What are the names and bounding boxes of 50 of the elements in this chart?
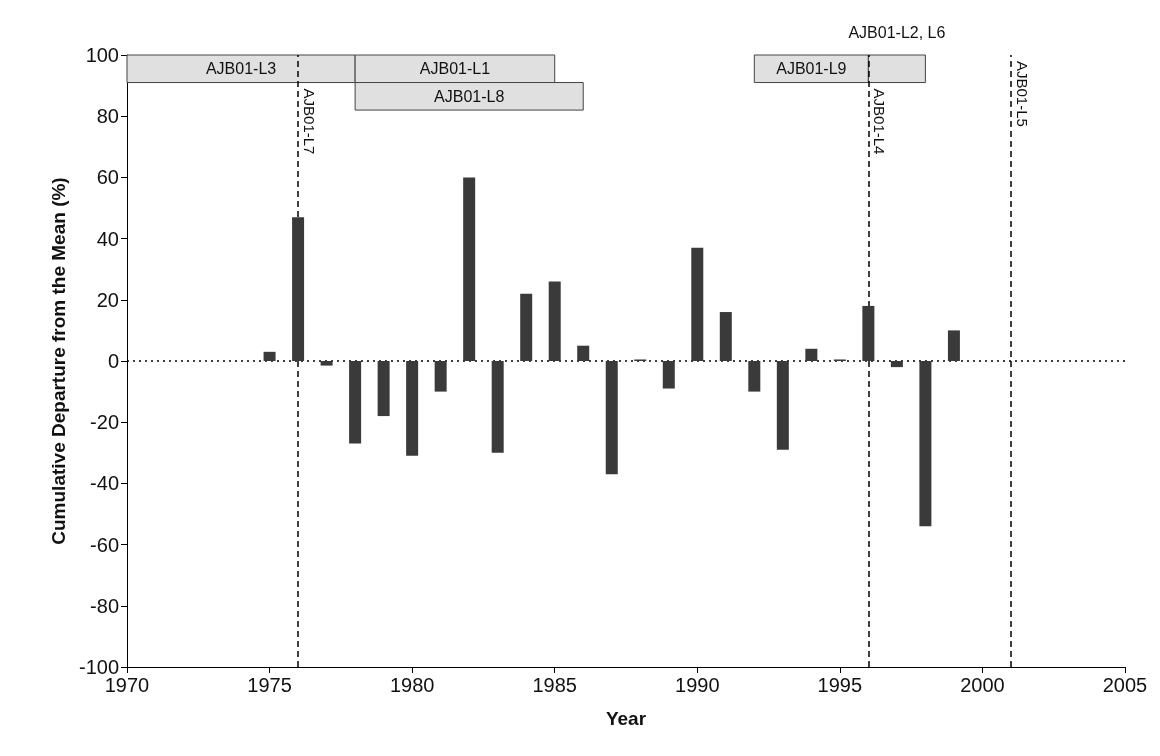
bar bbox=[748, 361, 761, 392]
band-label: AJB01-L1 bbox=[419, 60, 491, 78]
bar bbox=[776, 361, 789, 450]
y-tick-label: -40 bbox=[90, 472, 119, 495]
y-tick-label: 100 bbox=[85, 44, 119, 66]
bar bbox=[719, 312, 732, 361]
y-tick-label: 40 bbox=[96, 227, 119, 250]
y-tick-label: -20 bbox=[90, 411, 119, 434]
x-tick-label: 1980 bbox=[389, 674, 435, 696]
bar bbox=[292, 217, 305, 361]
y-tick-label: 0 bbox=[107, 350, 119, 372]
bar bbox=[434, 361, 447, 392]
y-tick-label: -60 bbox=[90, 533, 119, 556]
y-tick-label: 20 bbox=[96, 288, 119, 311]
band-label: AJB01-L9 bbox=[776, 60, 847, 78]
bar bbox=[349, 361, 362, 444]
x-tick-label: 1990 bbox=[675, 674, 720, 696]
bar bbox=[890, 361, 903, 368]
ref-line-label: AJB01-L5 bbox=[1013, 61, 1031, 127]
band-label: AJB01-L2, L6 bbox=[848, 24, 946, 41]
y-axis-title: Cumulative Departure from the Mean (%) bbox=[48, 177, 70, 545]
bar bbox=[520, 293, 533, 361]
bar bbox=[377, 361, 390, 417]
bar bbox=[463, 177, 476, 361]
ref-line-label: AJB01-L7 bbox=[301, 88, 319, 155]
bar bbox=[491, 361, 504, 453]
x-axis-title: Year bbox=[605, 708, 647, 729]
bar bbox=[605, 361, 618, 475]
x-tick-label: 1985 bbox=[532, 674, 577, 696]
bar bbox=[691, 247, 704, 361]
bar bbox=[862, 305, 875, 361]
y-tick-label: 80 bbox=[96, 105, 119, 128]
y-tick-label: -80 bbox=[90, 594, 119, 617]
bar bbox=[577, 345, 590, 361]
x-tick-label: 2005 bbox=[1102, 674, 1148, 696]
bar bbox=[805, 348, 818, 361]
bar bbox=[919, 361, 932, 527]
bar bbox=[320, 361, 333, 366]
bar bbox=[263, 351, 276, 361]
bar bbox=[662, 361, 675, 389]
bar bbox=[548, 281, 561, 361]
x-tick-label: 1975 bbox=[247, 674, 292, 696]
x-tick-label: 2000 bbox=[960, 674, 1005, 696]
band-label: AJB01-L8 bbox=[434, 87, 505, 105]
bar bbox=[406, 361, 419, 456]
y-tick-label: 60 bbox=[96, 166, 119, 189]
ref-line-label: AJB01-L4 bbox=[871, 88, 889, 155]
bar bbox=[947, 330, 960, 361]
band-label: AJB01-L3 bbox=[205, 60, 277, 78]
x-tick-label: 1995 bbox=[817, 674, 863, 696]
